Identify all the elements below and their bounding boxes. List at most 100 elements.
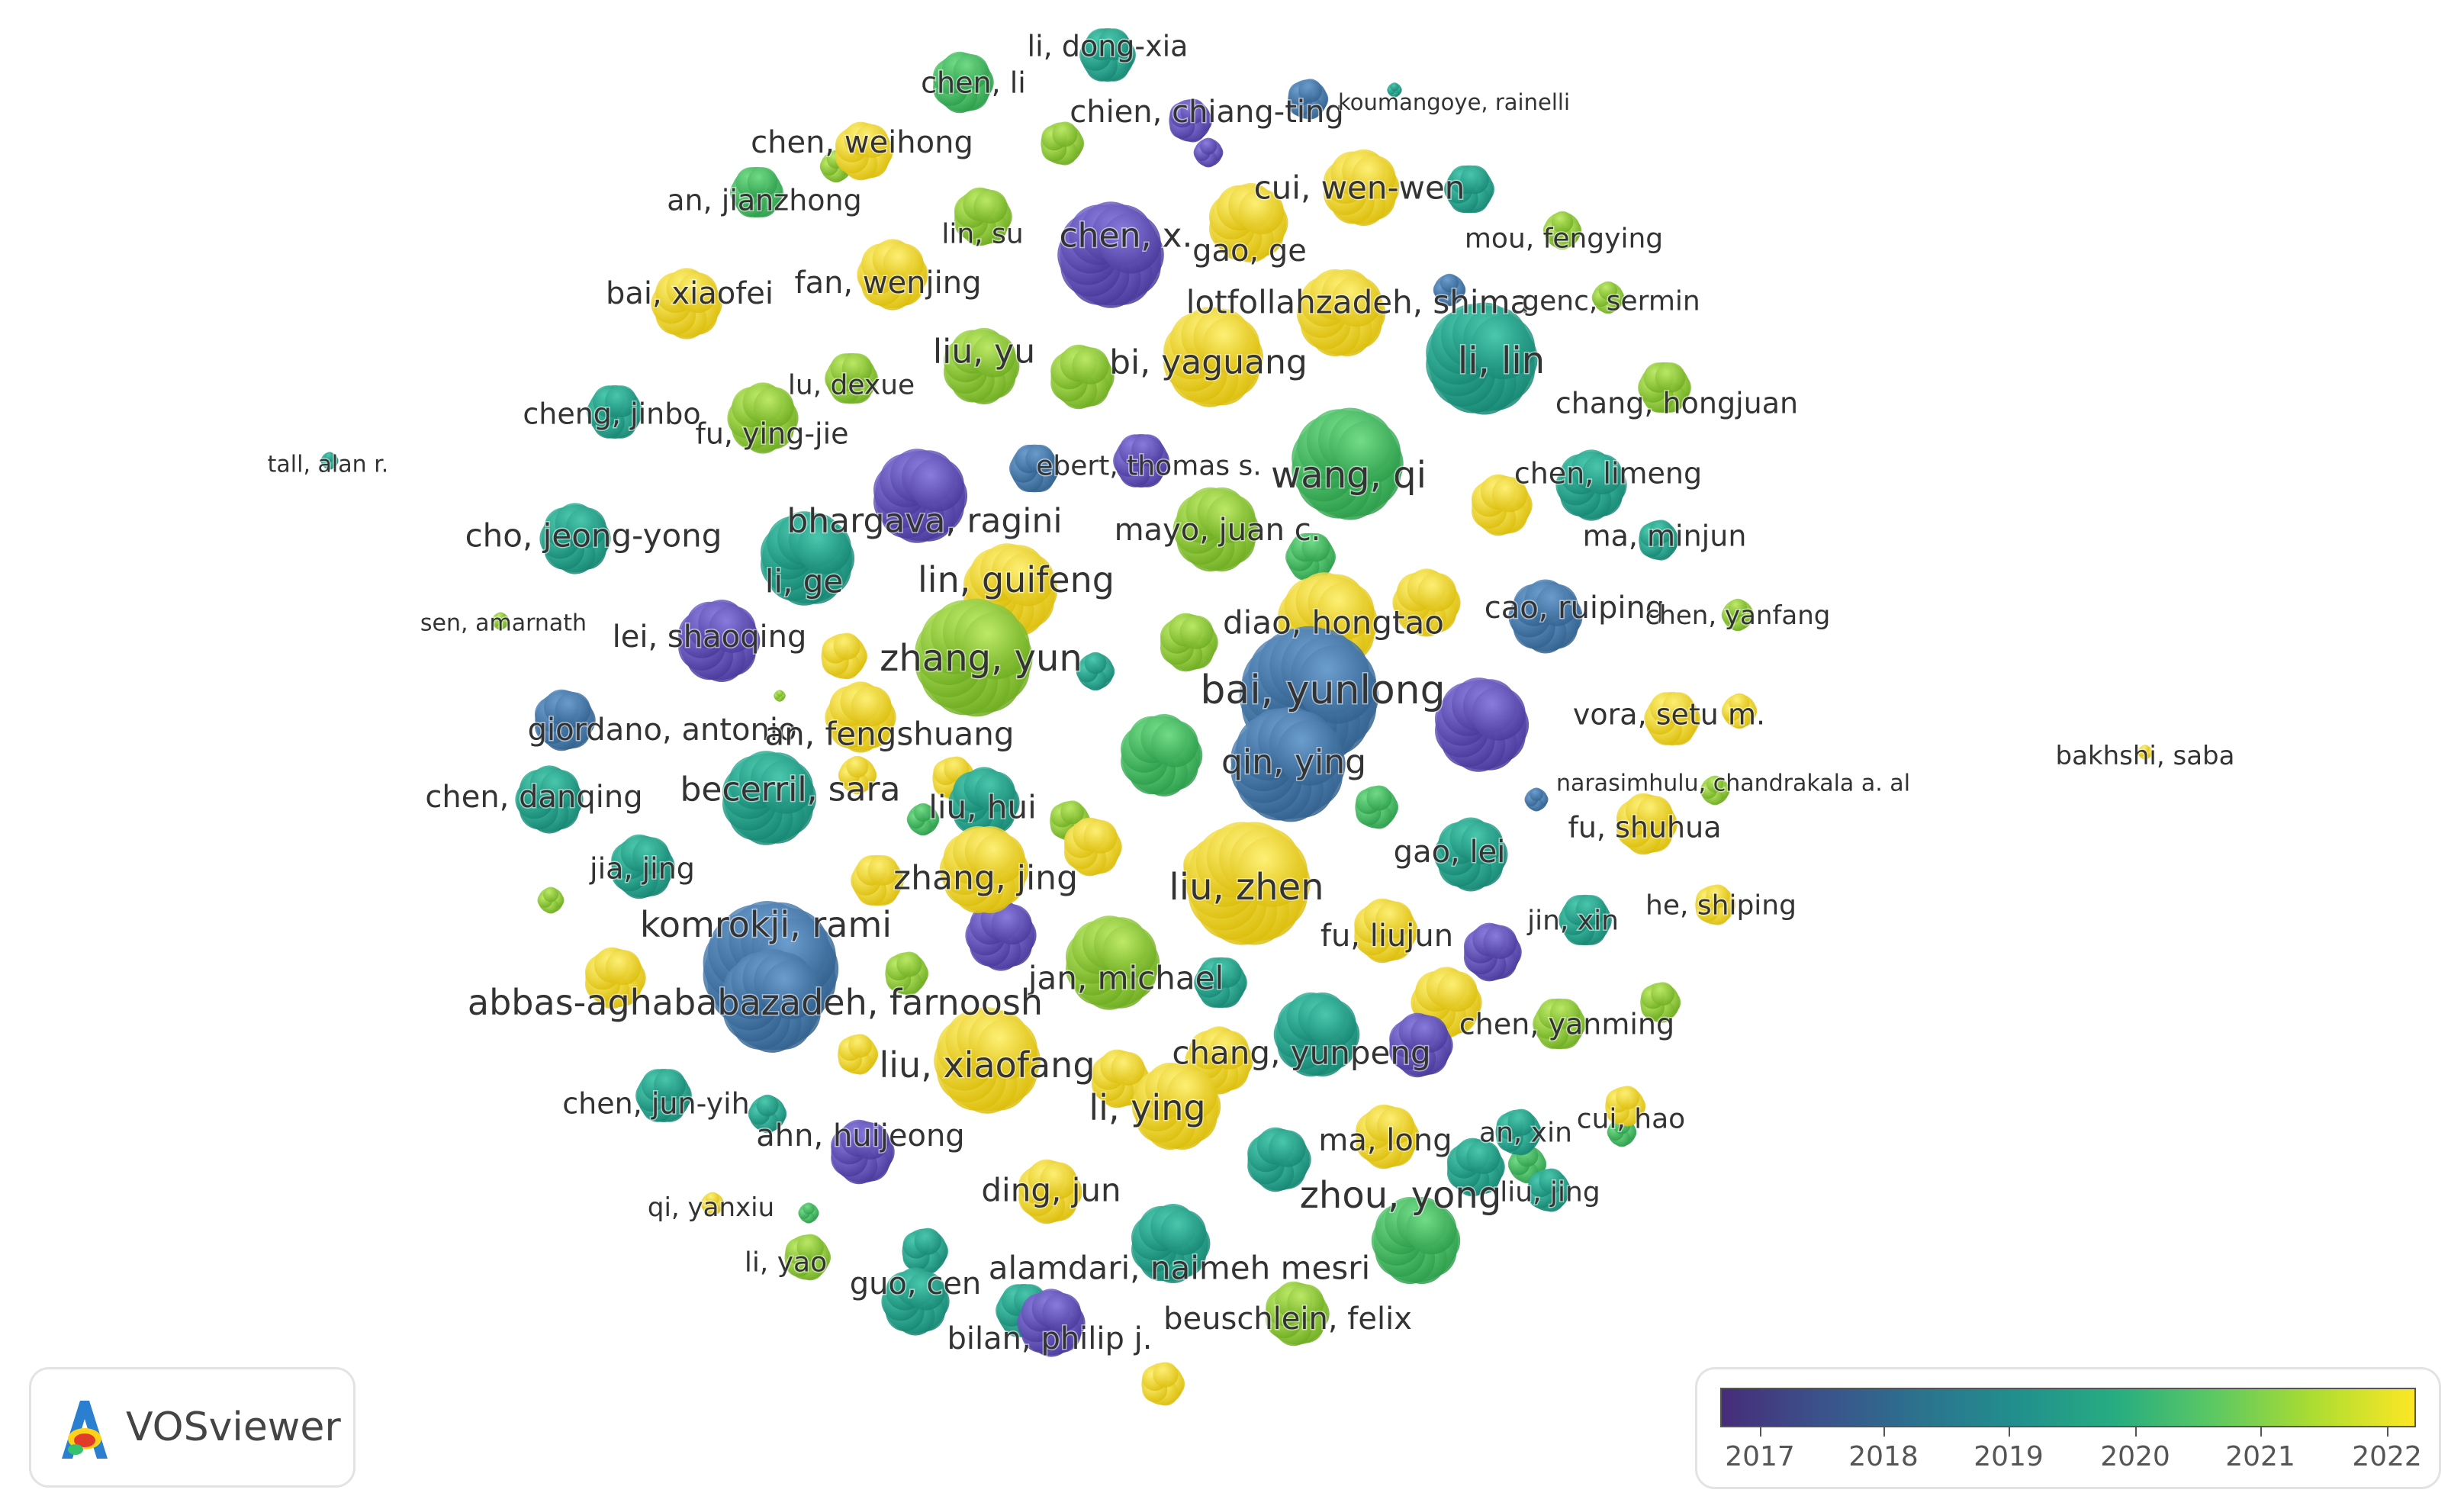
filler-node[interactable] xyxy=(1507,1144,1547,1184)
filler-node[interactable] xyxy=(838,1034,879,1075)
filler-node[interactable] xyxy=(798,1202,819,1224)
filler-node[interactable] xyxy=(1463,922,1522,982)
filler-node[interactable] xyxy=(902,1227,948,1275)
author-node[interactable] xyxy=(1292,407,1404,520)
author-node[interactable] xyxy=(825,352,878,404)
author-node[interactable] xyxy=(515,765,584,834)
author-node[interactable] xyxy=(760,511,855,606)
author-node[interactable] xyxy=(939,826,1029,913)
filler-node[interactable] xyxy=(1444,165,1495,214)
filler-node[interactable] xyxy=(535,689,596,751)
author-node[interactable] xyxy=(1296,269,1386,356)
author-node[interactable] xyxy=(539,503,611,574)
author-node[interactable] xyxy=(954,187,1012,246)
author-node[interactable] xyxy=(1426,302,1538,415)
author-node[interactable] xyxy=(1527,1168,1571,1212)
author-node[interactable] xyxy=(730,166,783,218)
author-node[interactable] xyxy=(1131,1204,1211,1284)
filler-node[interactable] xyxy=(585,947,646,1009)
author-node[interactable] xyxy=(1273,992,1360,1077)
author-node[interactable] xyxy=(1323,149,1400,227)
author-node[interactable] xyxy=(1638,362,1691,413)
author-node[interactable] xyxy=(320,452,339,470)
filler-node[interactable] xyxy=(821,632,867,680)
filler-node[interactable] xyxy=(1160,613,1218,672)
author-node[interactable] xyxy=(1172,487,1259,572)
filler-node[interactable] xyxy=(1472,474,1533,536)
author-node[interactable] xyxy=(720,949,824,1053)
author-node[interactable] xyxy=(1018,1159,1082,1224)
author-node[interactable] xyxy=(1558,894,1612,946)
filler-node[interactable] xyxy=(1141,1362,1185,1406)
filler-node[interactable] xyxy=(1607,1117,1637,1147)
author-node[interactable] xyxy=(635,1069,692,1122)
filler-node[interactable] xyxy=(1288,79,1329,120)
author-node[interactable] xyxy=(1533,998,1586,1050)
author-node[interactable] xyxy=(943,327,1020,405)
filler-node[interactable] xyxy=(1446,1137,1505,1197)
filler-node[interactable] xyxy=(1194,957,1247,1009)
node-bubbles[interactable] xyxy=(320,28,2153,1406)
author-node[interactable] xyxy=(1356,1104,1420,1170)
filler-node[interactable] xyxy=(885,951,929,996)
author-node[interactable] xyxy=(1017,1289,1086,1357)
filler-node[interactable] xyxy=(1050,344,1115,410)
author-node[interactable] xyxy=(1644,692,1700,745)
author-node[interactable] xyxy=(1555,449,1627,521)
filler-node[interactable] xyxy=(965,899,1037,971)
author-node[interactable] xyxy=(1700,775,1730,806)
filler-node[interactable] xyxy=(1247,1127,1311,1192)
author-node[interactable] xyxy=(934,1007,1041,1114)
author-node[interactable] xyxy=(1508,579,1583,654)
author-node[interactable] xyxy=(491,612,510,630)
filler-node[interactable] xyxy=(1433,273,1466,307)
author-node[interactable] xyxy=(1185,822,1311,945)
filler-node[interactable] xyxy=(1389,1012,1453,1078)
author-node[interactable] xyxy=(1169,98,1213,143)
filler-node[interactable] xyxy=(1076,652,1115,691)
author-node[interactable] xyxy=(1209,183,1288,262)
author-node[interactable] xyxy=(1591,281,1625,314)
author-node[interactable] xyxy=(611,834,675,899)
author-node[interactable] xyxy=(1605,1086,1646,1127)
author-node[interactable] xyxy=(722,751,817,845)
author-node[interactable] xyxy=(587,385,643,439)
author-node[interactable] xyxy=(1371,1197,1461,1284)
author-node[interactable] xyxy=(1113,434,1169,487)
author-node[interactable] xyxy=(1721,598,1755,632)
filler-node[interactable] xyxy=(838,755,877,795)
author-node[interactable] xyxy=(1079,28,1136,82)
filler-node[interactable] xyxy=(537,886,565,914)
filler-node[interactable] xyxy=(1041,121,1085,166)
filler-node[interactable] xyxy=(906,803,940,836)
author-node[interactable] xyxy=(1695,884,1736,925)
author-node[interactable] xyxy=(1387,82,1402,98)
author-node[interactable] xyxy=(857,239,928,310)
author-node[interactable] xyxy=(651,268,722,339)
filler-node[interactable] xyxy=(1640,982,1681,1023)
author-node[interactable] xyxy=(1266,1281,1330,1347)
author-node[interactable] xyxy=(825,681,896,753)
filler-node[interactable] xyxy=(1091,1049,1150,1108)
filler-node[interactable] xyxy=(1355,785,1399,829)
author-node[interactable] xyxy=(1542,211,1582,250)
author-node[interactable] xyxy=(915,598,1033,717)
author-node[interactable] xyxy=(700,1192,725,1216)
author-node[interactable] xyxy=(1433,817,1508,892)
author-node[interactable] xyxy=(1495,1108,1542,1156)
author-node[interactable] xyxy=(1639,520,1680,561)
filler-node[interactable] xyxy=(748,1094,787,1134)
author-node[interactable] xyxy=(2138,745,2153,760)
filler-node[interactable] xyxy=(1524,787,1549,812)
author-node[interactable] xyxy=(881,1267,950,1336)
filler-node[interactable] xyxy=(1063,817,1122,877)
filler-node[interactable] xyxy=(1392,568,1461,637)
author-node[interactable] xyxy=(1066,915,1160,1010)
filler-node[interactable] xyxy=(851,854,904,906)
author-node[interactable] xyxy=(831,1119,895,1185)
author-node[interactable] xyxy=(727,382,799,454)
filler-node[interactable] xyxy=(1285,532,1337,581)
author-node[interactable] xyxy=(678,600,761,682)
